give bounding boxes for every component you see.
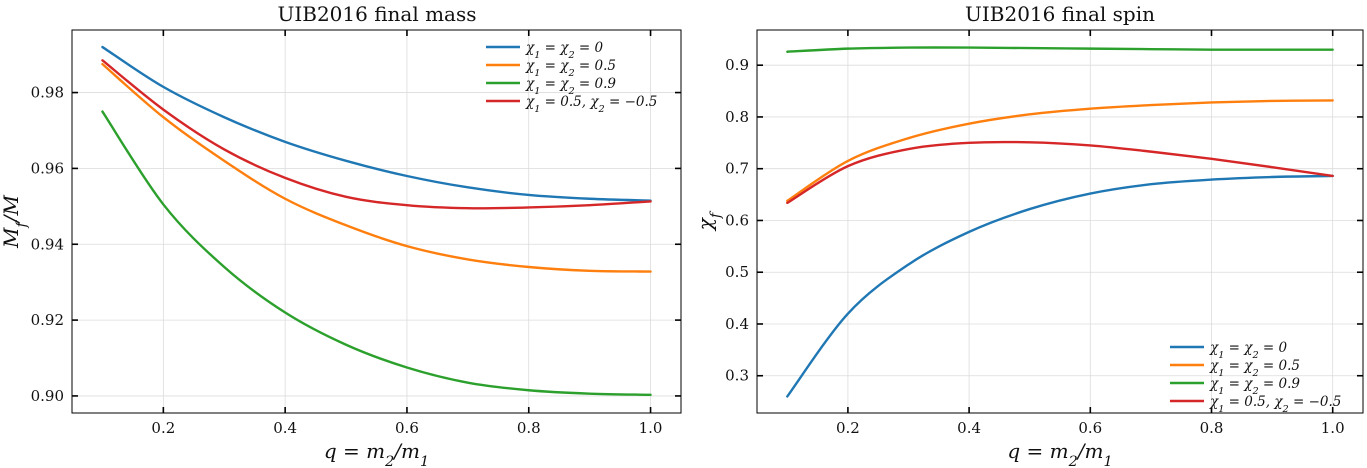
legend-item: χ1 = χ2 = 0.5 bbox=[486, 58, 616, 79]
x-tick-label: 0.2 bbox=[151, 419, 175, 437]
x-tick-label: 1.0 bbox=[1321, 419, 1345, 437]
x-tick-label: 0.8 bbox=[1200, 419, 1224, 437]
y-axis-label: Mf/M bbox=[0, 194, 30, 249]
final-spin-panel: 0.2 0.4 0.6 0.8 1.0 0.3 0.4 0.5 0.6 0.7 0.8 0.9 UIB2… bbox=[693, 2, 1364, 468]
legend-label: χ1 = χ2 = 0.9 bbox=[1209, 376, 1300, 397]
series-line-3 bbox=[101, 59, 652, 210]
series-lines bbox=[786, 46, 1334, 398]
series-lines bbox=[101, 45, 652, 396]
y-tick-label: 0.90 bbox=[31, 387, 64, 405]
series-line-1 bbox=[786, 99, 1334, 202]
y-tick-label: 0.5 bbox=[725, 263, 749, 281]
legend-item: χ1 = χ2 = 0.9 bbox=[1170, 376, 1300, 397]
series-line-3 bbox=[786, 140, 1334, 205]
y-tick-label: 0.4 bbox=[725, 315, 749, 333]
x-tick-label: 1.0 bbox=[639, 419, 663, 437]
legend: χ1 = χ2 = 0χ1 = χ2 = 0.5χ1 = χ2 = 0.9χ1 … bbox=[486, 40, 657, 115]
series-line-2 bbox=[101, 110, 652, 396]
legend-label: χ1 = 0.5, χ2 = −0.5 bbox=[1209, 394, 1341, 415]
x-tick-label: 0.2 bbox=[836, 419, 860, 437]
chart-title: UIB2016 final spin bbox=[965, 2, 1155, 26]
legend-item: χ1 = χ2 = 0 bbox=[1170, 340, 1288, 361]
plot-frame bbox=[756, 29, 1364, 414]
y-tick-label: 0.6 bbox=[725, 211, 749, 229]
legend-label: χ1 = 0.5, χ2 = −0.5 bbox=[525, 94, 657, 115]
series-line-0 bbox=[786, 174, 1334, 398]
legend-label: χ1 = χ2 = 0 bbox=[525, 40, 604, 61]
y-tick-label: 0.92 bbox=[31, 311, 64, 329]
legend-item: χ1 = χ2 = 0 bbox=[486, 40, 604, 61]
x-tick-label: 0.6 bbox=[395, 419, 419, 437]
legend-label: χ1 = χ2 = 0.5 bbox=[1209, 358, 1300, 379]
y-tick-label: 0.96 bbox=[31, 159, 64, 177]
legend-label: χ1 = χ2 = 0 bbox=[1209, 340, 1288, 361]
legend: χ1 = χ2 = 0χ1 = χ2 = 0.5χ1 = χ2 = 0.9χ1 … bbox=[1170, 340, 1341, 415]
x-tick-label: 0.4 bbox=[957, 419, 981, 437]
final-mass-panel: 0.2 0.4 0.6 0.8 1.0 0.90 0.92 0.94 0.96 0.98 UIB20… bbox=[0, 2, 682, 468]
y-tick-label: 0.3 bbox=[725, 367, 749, 385]
y-tick-label: 0.7 bbox=[725, 160, 749, 178]
y-axis-label: χf bbox=[693, 210, 724, 232]
y-tick-label: 0.94 bbox=[31, 235, 64, 253]
legend-label: χ1 = χ2 = 0.9 bbox=[525, 76, 616, 97]
x-axis-label: q = m2/m1 bbox=[1007, 439, 1112, 468]
chart-title: UIB2016 final mass bbox=[277, 2, 476, 26]
y-tick-label: 0.8 bbox=[725, 108, 749, 126]
x-tick-label: 0.8 bbox=[517, 419, 541, 437]
series-line-0 bbox=[101, 45, 652, 202]
x-axis-label: q = m2/m1 bbox=[324, 439, 429, 468]
legend-item: χ1 = χ2 = 0.5 bbox=[1170, 358, 1300, 379]
legend-item: χ1 = 0.5, χ2 = −0.5 bbox=[1170, 394, 1341, 415]
series-line-1 bbox=[101, 62, 652, 273]
plot-frame bbox=[71, 29, 682, 414]
x-tick-label: 0.6 bbox=[1078, 419, 1102, 437]
series-line-2 bbox=[786, 46, 1334, 53]
legend-item: χ1 = χ2 = 0.9 bbox=[486, 76, 616, 97]
y-tick-label: 0.9 bbox=[725, 56, 749, 74]
y-tick-label: 0.98 bbox=[31, 84, 64, 102]
legend-item: χ1 = 0.5, χ2 = −0.5 bbox=[486, 94, 657, 115]
legend-label: χ1 = χ2 = 0.5 bbox=[525, 58, 616, 79]
x-tick-label: 0.4 bbox=[273, 419, 297, 437]
